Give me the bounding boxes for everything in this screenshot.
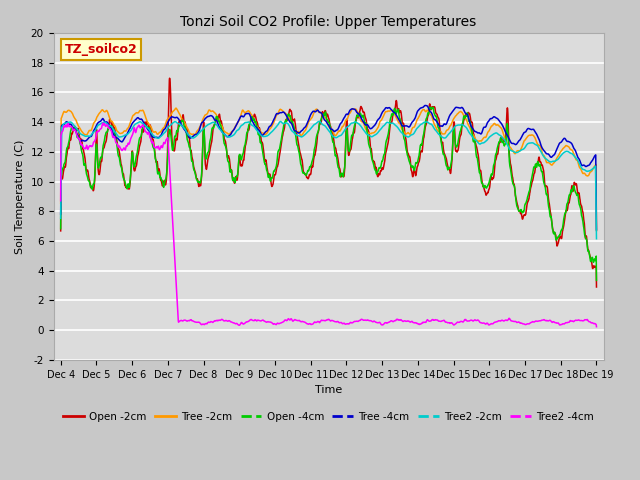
Text: TZ_soilco2: TZ_soilco2: [65, 43, 137, 56]
Y-axis label: Soil Temperature (C): Soil Temperature (C): [15, 139, 25, 253]
X-axis label: Time: Time: [315, 385, 342, 395]
Legend: Open -2cm, Tree -2cm, Open -4cm, Tree -4cm, Tree2 -2cm, Tree2 -4cm: Open -2cm, Tree -2cm, Open -4cm, Tree -4…: [60, 408, 598, 426]
Title: Tonzi Soil CO2 Profile: Upper Temperatures: Tonzi Soil CO2 Profile: Upper Temperatur…: [180, 15, 477, 29]
